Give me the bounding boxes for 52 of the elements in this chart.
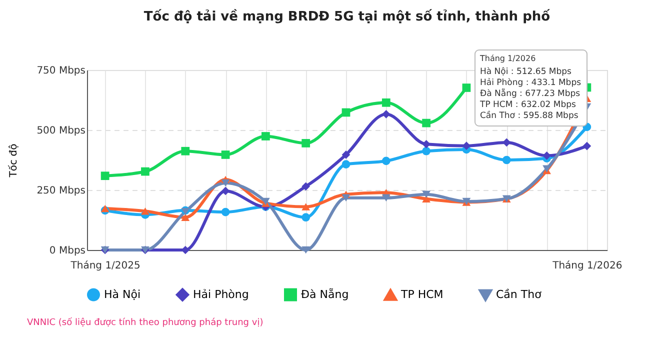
point <box>542 151 551 160</box>
text: Tháng 1/2026 <box>479 54 536 63</box>
annotation: Đà Nẵng : 677.23 Mbps <box>480 88 581 99</box>
y-tick-label: 250 Mbps <box>36 186 86 196</box>
legend-label: Cần Thơ <box>496 288 542 302</box>
point <box>302 213 310 222</box>
annotation: Hà Nội : 512.65 Mbps <box>480 67 572 77</box>
annotation: Cần Thơ : 595.88 Mbps <box>480 110 579 121</box>
x-tick-label: Tháng 1/2025 <box>70 260 140 272</box>
point <box>422 190 430 198</box>
point <box>221 150 230 159</box>
point <box>582 142 592 150</box>
annotation: TP HCM : 632.02 Mbps <box>479 100 577 110</box>
point <box>221 208 230 216</box>
point <box>502 156 511 164</box>
point <box>382 98 390 107</box>
legend-label: Hà Nội <box>104 288 141 301</box>
y-tick-label: 0 Mbps <box>49 246 86 256</box>
point <box>262 132 270 140</box>
y-axis-title: Tốc độ <box>8 144 20 178</box>
text: VNNIC (số liệu được tính theo phương pháp trung vị) <box>27 317 264 328</box>
point <box>141 207 150 215</box>
point <box>382 156 390 166</box>
y-tick-label: 500 Mbps <box>36 126 86 136</box>
point <box>221 186 230 196</box>
point <box>342 194 350 202</box>
point <box>382 194 390 202</box>
point <box>302 139 310 148</box>
point <box>302 246 310 254</box>
point <box>422 118 430 128</box>
point <box>382 110 390 118</box>
point <box>181 146 190 156</box>
point <box>422 146 430 156</box>
point <box>302 182 310 191</box>
legend-label: Đà Nẵng <box>301 288 349 301</box>
point <box>342 108 350 117</box>
y-tick-label: 750 Mbps <box>36 66 86 76</box>
point <box>462 84 471 92</box>
point <box>342 150 350 159</box>
point <box>342 160 350 168</box>
point <box>141 167 150 176</box>
legend-label: Hải Phòng <box>193 288 249 301</box>
point <box>221 179 230 187</box>
point <box>462 142 471 150</box>
point <box>100 172 110 180</box>
chart-title: Tốc độ tải về mạng BRDĐ 5G tại một số tỉnh, thành phố <box>144 8 550 24</box>
point <box>100 204 110 212</box>
point <box>181 214 190 221</box>
point <box>302 203 310 210</box>
point <box>422 140 430 148</box>
annotation: Hải Phòng : 433.1 Mbps <box>480 78 582 88</box>
legend-label: TP HCM <box>400 288 444 302</box>
